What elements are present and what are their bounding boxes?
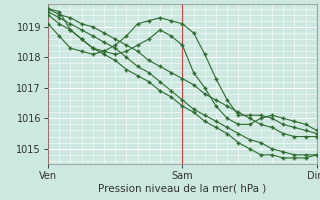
X-axis label: Pression niveau de la mer( hPa ): Pression niveau de la mer( hPa ) <box>98 184 267 194</box>
